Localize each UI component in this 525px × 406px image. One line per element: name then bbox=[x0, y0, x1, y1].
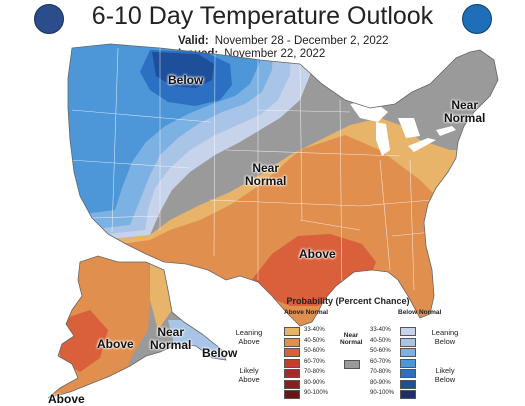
legend-below-range: 50-60% bbox=[370, 348, 391, 354]
legend-above-swatch bbox=[284, 358, 300, 368]
legend-above-swatch bbox=[284, 390, 300, 399]
legend-above-swatch bbox=[284, 327, 300, 336]
legend-likely-below-line1: Likely bbox=[435, 366, 455, 375]
legend-below-range: 33-40% bbox=[370, 327, 391, 333]
lake-erie bbox=[408, 138, 436, 152]
legend-leaning-above: Leaning Above bbox=[232, 328, 266, 346]
label-near-normal-central-line1: Near bbox=[252, 161, 280, 175]
lake-huron bbox=[398, 118, 420, 138]
label-near-normal-central: Near Normal bbox=[245, 162, 286, 188]
legend-above-swatch bbox=[284, 369, 300, 378]
ak-above-50-60-zone bbox=[60, 310, 108, 372]
legend-likely-above-line2: Above bbox=[238, 375, 260, 384]
legend-above-header: Above Normal bbox=[284, 309, 329, 316]
label-above-aleutians: Above bbox=[48, 392, 85, 406]
lake-ontario bbox=[436, 126, 456, 136]
issued-value: November 22, 2022 bbox=[224, 48, 326, 60]
legend-below-swatch bbox=[400, 358, 416, 368]
label-near-normal-central-line2: Normal bbox=[245, 174, 287, 188]
legend-near-normal-swatch bbox=[344, 360, 360, 369]
legend-below-header: Below Normal bbox=[398, 309, 442, 316]
legend-leaning-below-line2: Below bbox=[434, 337, 456, 346]
legend-above-swatch bbox=[284, 337, 300, 347]
legend-likely-below: Likely Below bbox=[428, 366, 462, 384]
legend-below-range: 80-90% bbox=[370, 379, 391, 386]
legend-below-swatch bbox=[400, 348, 416, 357]
legend-below-range: 90-100% bbox=[370, 390, 395, 396]
state-borders bbox=[69, 47, 433, 297]
legend-above-range: 50-60% bbox=[304, 348, 325, 354]
below-80-90-zone bbox=[152, 52, 214, 88]
header: 6-10 Day Temperature Outlook Valid: Novem… bbox=[0, 0, 525, 60]
legend-above-range: 80-90% bbox=[304, 379, 325, 386]
conus-outline bbox=[67, 43, 499, 327]
label-near-normal-ne-line2: Normal bbox=[444, 111, 486, 125]
legend-leaning-below-line1: Leaning bbox=[431, 328, 459, 337]
legend-near-line1: Near bbox=[343, 332, 359, 339]
legend-leaning-below: Leaning Below bbox=[428, 328, 462, 346]
legend-above-range: 33-40% bbox=[304, 327, 325, 333]
label-above-south: Above bbox=[299, 247, 336, 261]
legend-leaning-above-line1: Leaning bbox=[235, 328, 263, 337]
legend-below-swatch bbox=[400, 369, 416, 378]
legend-above-swatch bbox=[284, 348, 300, 357]
alaska-outline bbox=[47, 255, 227, 399]
legend-near-header: Near Normal bbox=[340, 332, 362, 346]
legend-likely-above-line1: Likely bbox=[239, 366, 259, 375]
label-near-normal-northeast: Near Normal bbox=[444, 99, 485, 125]
legend-below-swatch bbox=[400, 379, 416, 389]
legend-above-swatch bbox=[284, 379, 300, 389]
legend-above-range: 40-50% bbox=[304, 337, 325, 344]
label-below-alaska: Below bbox=[202, 346, 238, 360]
legend-likely-above: Likely Above bbox=[232, 366, 266, 384]
valid-dates: Valid: November 28 - December 2, 2022 bbox=[178, 35, 389, 47]
label-above-alaska: Above bbox=[97, 337, 134, 351]
label-near-normal-ak-line2: Normal bbox=[150, 338, 192, 352]
map-title: 6-10 Day Temperature Outlook bbox=[91, 2, 434, 30]
lake-michigan bbox=[376, 122, 390, 156]
legend-below-range: 60-70% bbox=[370, 358, 391, 365]
legend-below-swatch bbox=[400, 327, 416, 336]
valid-value: November 28 - December 2, 2022 bbox=[214, 35, 389, 47]
legend-likely-below-line2: Below bbox=[434, 375, 456, 384]
legend-below-swatch bbox=[400, 337, 416, 347]
legend-above-range: 70-80% bbox=[304, 369, 325, 375]
label-below-west: Below bbox=[168, 73, 204, 87]
probability-legend: Probability (Percent Chance) Above Norma… bbox=[232, 296, 464, 403]
legend-above-range: 60-70% bbox=[304, 358, 325, 365]
legend-below-range: 40-50% bbox=[370, 337, 391, 344]
label-near-normal-ne-line1: Near bbox=[451, 98, 479, 112]
noaa-logo-icon bbox=[462, 4, 492, 34]
legend-leaning-above-line2: Above bbox=[238, 337, 260, 346]
valid-label: Valid: bbox=[178, 35, 209, 47]
legend-below-range: 70-80% bbox=[370, 369, 391, 375]
legend-title: Probability (Percent Chance) bbox=[286, 296, 410, 306]
commerce-seal-icon bbox=[34, 4, 64, 34]
legend-below-swatch bbox=[400, 390, 416, 399]
label-near-normal-ak-line1: Near bbox=[157, 325, 185, 339]
legend-near-line2: Normal bbox=[340, 339, 363, 346]
legend-above-range: 90-100% bbox=[304, 390, 329, 396]
label-near-normal-alaska: Near Normal bbox=[150, 326, 191, 352]
